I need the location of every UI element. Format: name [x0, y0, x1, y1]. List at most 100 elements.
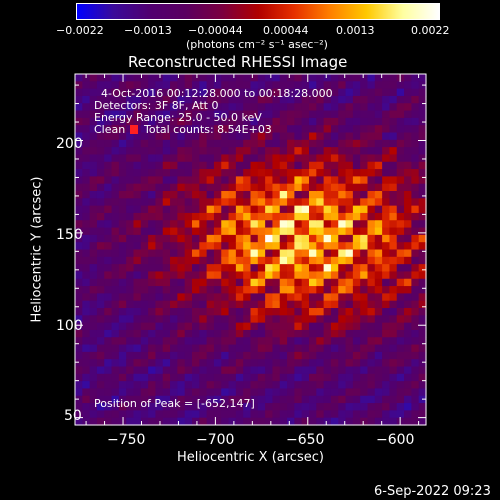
- heatmap-cell: [272, 191, 281, 199]
- heatmap-cell: [294, 308, 303, 316]
- heatmap-cell: [272, 315, 281, 324]
- heatmap-cell: [396, 403, 405, 411]
- heatmap-cell: [345, 132, 354, 141]
- heatmap-cell: [213, 344, 222, 353]
- heatmap-cell: [279, 74, 288, 82]
- heatmap-cell: [301, 242, 310, 251]
- heatmap-cell: [75, 264, 83, 273]
- heatmap-cell: [367, 88, 376, 97]
- heatmap-cell: [155, 337, 164, 346]
- colorbar-tick-label: 0.00044: [263, 24, 309, 37]
- heatmap-cell: [411, 227, 420, 236]
- heatmap-cell: [360, 337, 369, 346]
- heatmap-cell: [250, 403, 259, 411]
- heatmap-cell: [265, 169, 274, 177]
- heatmap-cell: [323, 103, 332, 112]
- heatmap-cell: [316, 286, 325, 294]
- heatmap-cell: [418, 264, 427, 273]
- heatmap-cell: [301, 191, 310, 199]
- heatmap-cell: [170, 249, 178, 258]
- heatmap-cell: [265, 132, 274, 141]
- heatmap-cell: [338, 242, 347, 251]
- heatmap-cell: [140, 103, 149, 112]
- heatmap-cell: [170, 271, 178, 280]
- heatmap-cell: [250, 220, 259, 229]
- heatmap-cell: [352, 227, 361, 236]
- heatmap-cell: [323, 410, 332, 419]
- heatmap-cell: [272, 132, 281, 141]
- heatmap-cell: [330, 395, 339, 404]
- heatmap-cell: [170, 337, 178, 346]
- heatmap-cell: [96, 344, 105, 353]
- heatmap-cell: [309, 95, 317, 104]
- heatmap-cell: [316, 183, 325, 192]
- heatmap-cell: [396, 315, 405, 324]
- heatmap-cell: [389, 103, 398, 112]
- heatmap-cell: [301, 220, 310, 229]
- heatmap-cell: [360, 249, 369, 258]
- heatmap-cell: [75, 103, 83, 112]
- heatmap-cell: [389, 176, 398, 185]
- heatmap-cell: [89, 388, 98, 397]
- heatmap-cell: [104, 183, 113, 192]
- heatmap-cell: [75, 132, 83, 141]
- heatmap-cell: [111, 403, 120, 411]
- heatmap-cell: [82, 366, 91, 375]
- heatmap-cell: [352, 381, 361, 390]
- heatmap-cell: [374, 227, 383, 236]
- heatmap-cell: [243, 234, 252, 243]
- heatmap-cell: [104, 373, 113, 382]
- heatmap-cell: [287, 329, 295, 338]
- heatmap-cell: [118, 410, 127, 419]
- heatmap-cell: [206, 176, 215, 185]
- heatmap-cell: [404, 249, 412, 258]
- heatmap-cell: [75, 169, 83, 177]
- heatmap-cell: [250, 161, 259, 170]
- heatmap-cell: [294, 212, 303, 221]
- heatmap-cell: [235, 315, 244, 324]
- heatmap-cell: [126, 256, 135, 265]
- heatmap-cell: [184, 234, 193, 243]
- heatmap-cell: [170, 351, 178, 360]
- heatmap-cell: [243, 227, 252, 236]
- heatmap-cell: [382, 264, 391, 273]
- heatmap-cell: [345, 315, 354, 324]
- heatmap-cell: [162, 395, 171, 404]
- heatmap-cell: [301, 403, 310, 411]
- heatmap-cell: [330, 315, 339, 324]
- heatmap-cell: [235, 220, 244, 229]
- heatmap-cell: [82, 81, 91, 90]
- heatmap-cell: [118, 329, 127, 338]
- heatmap-cell: [309, 329, 317, 338]
- heatmap-cell: [418, 403, 427, 411]
- heatmap-cell: [316, 81, 325, 90]
- heatmap-cell: [184, 351, 193, 360]
- heatmap-cell: [184, 205, 193, 214]
- heatmap-cell: [382, 227, 391, 236]
- heatmap-cell: [235, 169, 244, 177]
- heatmap-cell: [96, 322, 105, 331]
- heatmap-cell: [118, 103, 127, 112]
- heatmap-cell: [118, 337, 127, 346]
- heatmap-cell: [265, 359, 274, 368]
- heatmap-cell: [323, 242, 332, 251]
- heatmap-cell: [323, 234, 332, 243]
- footer-date: 6-Sep-2022 09:23: [374, 484, 491, 499]
- heatmap-cell: [162, 147, 171, 156]
- heatmap-cell: [272, 359, 281, 368]
- heatmap-cell: [316, 256, 325, 265]
- heatmap-cell: [82, 271, 91, 280]
- heatmap-cell: [177, 183, 186, 192]
- heatmap-cell: [418, 74, 427, 82]
- heatmap-cell: [338, 366, 347, 375]
- heatmap-cell: [330, 205, 339, 214]
- heatmap-cell: [177, 308, 186, 316]
- heatmap-cell: [140, 329, 149, 338]
- heatmap-cell: [330, 256, 339, 265]
- heatmap-cell: [418, 329, 427, 338]
- heatmap-cell: [155, 147, 164, 156]
- heatmap-cell: [352, 366, 361, 375]
- heatmap-cell: [374, 212, 383, 221]
- heatmap-cell: [82, 329, 91, 338]
- heatmap-cell: [411, 329, 420, 338]
